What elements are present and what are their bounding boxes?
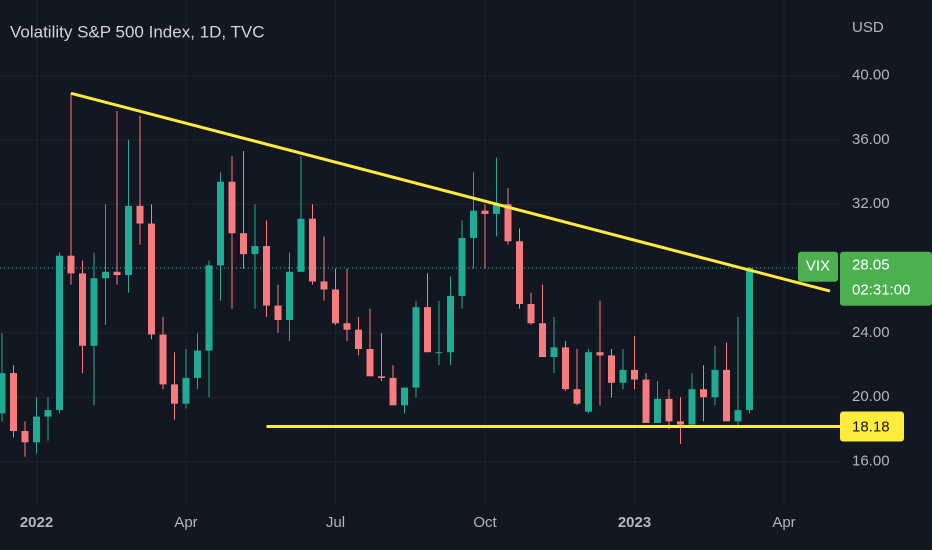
candle-body (677, 421, 684, 425)
candle-body (608, 355, 615, 383)
support-label: 18.18 (852, 418, 890, 435)
candle-body (596, 352, 604, 356)
candle-body (688, 389, 696, 425)
candle-body (332, 289, 339, 324)
candle-body (711, 369, 719, 398)
candle-body (79, 273, 86, 346)
candle-body (746, 267, 753, 411)
candle-body (366, 348, 374, 377)
support-label-box (840, 411, 904, 442)
candle-body (274, 305, 282, 321)
candle-body (102, 271, 109, 279)
candle-body (516, 241, 523, 304)
candle-body (723, 369, 730, 422)
candle-body (320, 281, 328, 290)
candle-body (654, 398, 661, 423)
candle-body (251, 246, 259, 255)
plot-area (0, 0, 840, 505)
candle-body (125, 205, 132, 276)
candle-body (412, 307, 420, 388)
chart-title: Volatility S&P 500 Index, 1D, TVC (10, 22, 265, 41)
x-tick-label: Jul (326, 514, 345, 531)
y-tick-label: 36.00 (852, 131, 890, 148)
x-tick-label: 2023 (618, 514, 651, 531)
candle-body (159, 334, 167, 385)
candle-body (297, 218, 305, 272)
candle-body (263, 246, 270, 306)
candle-body (734, 410, 742, 422)
candle-body (136, 205, 144, 224)
candle-body (642, 379, 650, 423)
candle-body (194, 350, 201, 378)
candle-body (309, 218, 316, 282)
candle-body (113, 271, 121, 276)
y-tick-label: 20.00 (852, 388, 890, 405)
candle-body (0, 373, 6, 414)
candle-body (205, 265, 213, 351)
candle-body (447, 295, 454, 353)
candle-body (562, 347, 569, 390)
candle-body (21, 431, 29, 443)
countdown: 02:31:00 (852, 282, 910, 299)
candle-body (573, 389, 581, 404)
candle-body (550, 347, 558, 358)
candle-body (470, 210, 477, 239)
candle-body (435, 352, 443, 354)
candle-body (481, 210, 489, 214)
candle-body (700, 389, 707, 398)
candle-body (378, 376, 385, 378)
candle-body (539, 323, 546, 358)
symbol-tag: VIX (806, 258, 830, 275)
candle-body (355, 329, 362, 349)
x-tick-label: Oct (473, 514, 497, 531)
x-tick-label: Apr (772, 514, 795, 531)
candle-body (631, 369, 638, 380)
candle-body (665, 398, 673, 422)
y-axis-label: USD (852, 19, 884, 36)
x-tick-label: Apr (174, 514, 197, 531)
candle-body (389, 377, 397, 406)
candle-body (217, 181, 224, 266)
candle-body (401, 387, 408, 406)
candle-body (493, 204, 500, 214)
y-tick-label: 16.00 (852, 453, 890, 470)
candle-body (33, 416, 40, 443)
candle-body (240, 233, 247, 255)
candle-body (286, 271, 293, 321)
y-tick-label: 24.00 (852, 324, 890, 341)
candle-body (44, 410, 52, 417)
candle-body (527, 303, 535, 324)
candle-body (585, 352, 592, 412)
candle-body (228, 181, 236, 234)
candle-body (171, 384, 178, 404)
candle-body (67, 255, 75, 274)
candle-body (458, 238, 466, 296)
candle-body (182, 377, 190, 404)
trendline (70, 91, 831, 293)
candle-body (619, 369, 627, 383)
candle-body (148, 223, 155, 335)
y-tick-label: 40.00 (852, 67, 890, 84)
candle-body (343, 323, 351, 330)
candle-body (90, 278, 98, 346)
x-tick-label: 2022 (20, 514, 53, 531)
y-tick-label: 32.00 (852, 195, 890, 212)
price-label: 28.05 (852, 257, 890, 274)
price-label-box (840, 251, 932, 306)
candle-body (504, 204, 512, 242)
candle-body (56, 255, 63, 411)
symbol-tag-box (798, 251, 838, 282)
candle-body (10, 373, 17, 432)
candle-body (424, 307, 431, 353)
